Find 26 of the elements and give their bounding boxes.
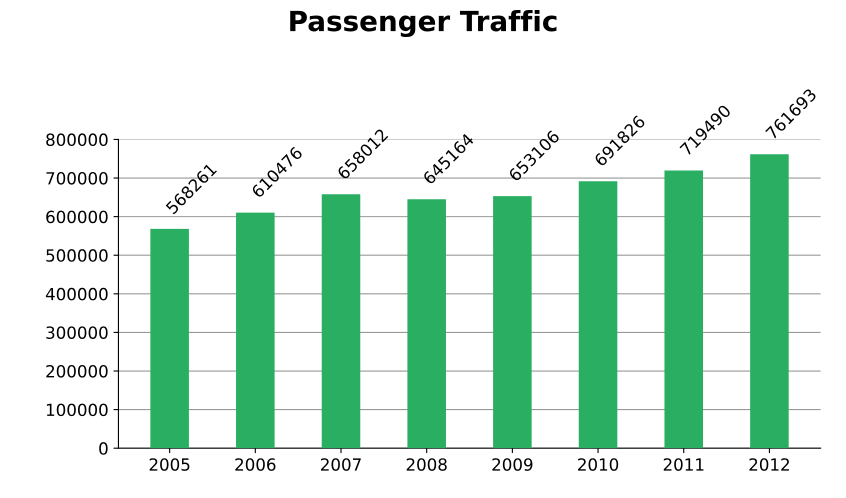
chart-title: Passenger Traffic: [290, 10, 556, 38]
x-tick-label: 2007: [321, 458, 361, 471]
bar: [150, 228, 189, 448]
y-tick-label: 400000: [46, 288, 108, 300]
bar: [236, 212, 275, 448]
y-tick-label: 600000: [46, 210, 108, 224]
bar: [578, 181, 618, 448]
bar: [407, 199, 446, 448]
x-tick-label: 2005: [150, 458, 190, 471]
y-tick-label: 500000: [46, 249, 108, 262]
y-tick-label: 800000: [46, 133, 108, 146]
x-tick-label: 2012: [749, 458, 789, 471]
x-tick-label: 2008: [406, 458, 447, 471]
bar: [322, 194, 360, 448]
x-tick-label: 2011: [664, 458, 704, 471]
y-tick-label: 300000: [46, 326, 108, 339]
x-tick-label: 2006: [235, 458, 276, 471]
x-tick-label: 2010: [578, 458, 618, 471]
bar: [664, 170, 704, 448]
y-tick-label: 0: [99, 442, 108, 455]
bar: [493, 196, 532, 448]
x-tick-label: 2009: [492, 458, 532, 471]
y-tick-label: 200000: [46, 364, 108, 378]
y-tick-label: 700000: [46, 172, 108, 185]
y-tick-label: 100000: [46, 404, 108, 416]
bar: [750, 154, 789, 448]
